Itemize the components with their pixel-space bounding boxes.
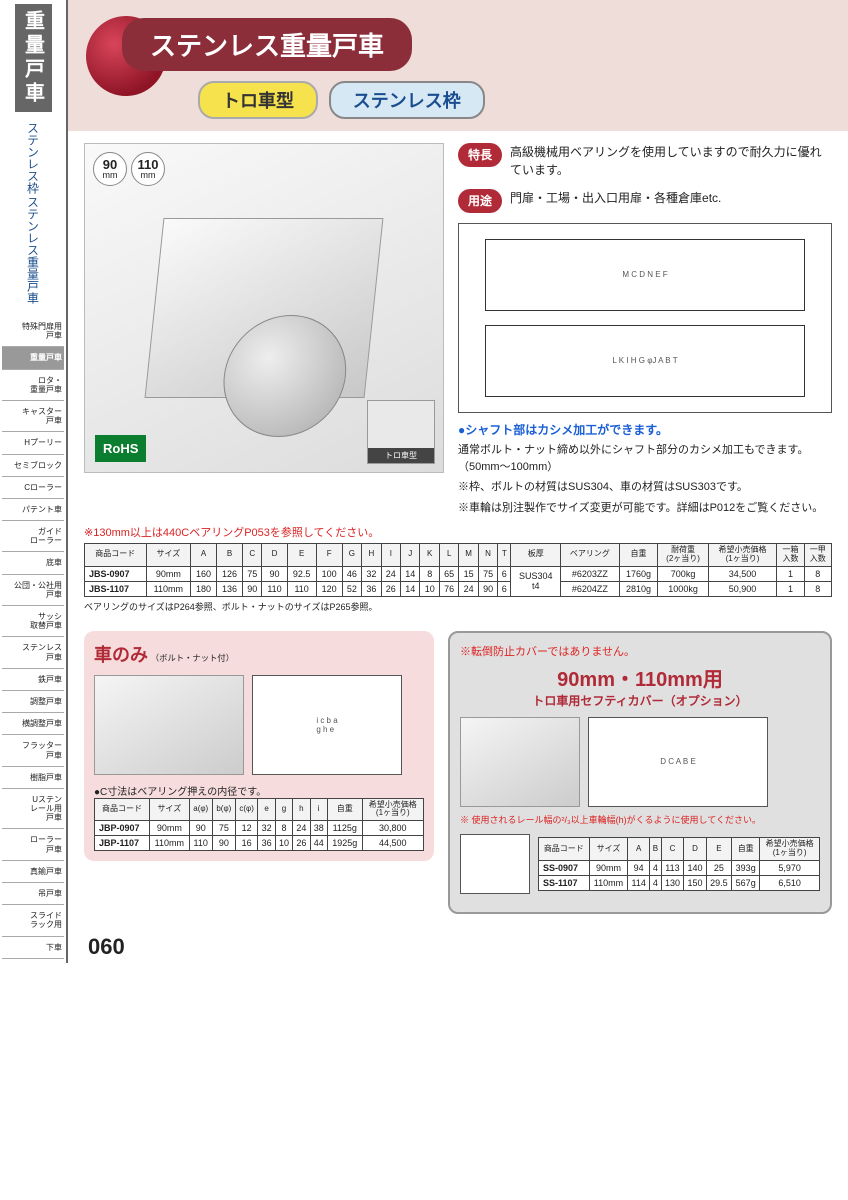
material-note: ※枠、ボルトの材質はSUS304、車の材質はSUS303です。 [458, 479, 832, 496]
custom-note: ※車輪は別注製作でサイズ変更が可能です。詳細はP012をご覧ください。 [458, 500, 832, 517]
sidebar-item[interactable]: Hプーリー [2, 432, 64, 454]
cover-subtitle: トロ車用セフティカバー（オプション） [460, 692, 820, 709]
sidebar-item[interactable]: 鉄戸車 [2, 669, 64, 691]
cover-photo [460, 717, 580, 807]
sidebar-item[interactable]: パテント車 [2, 499, 64, 521]
sidebar-item[interactable]: 重量戸車 [2, 347, 64, 369]
main: ステンレス重量戸車 トロ車型 ステンレス枠 90mm 110mm RoHS トロ… [68, 0, 848, 963]
product-photo: 90mm 110mm RoHS トロ車型 [84, 143, 444, 473]
technical-diagram: M C D N E F L K I H G φJ A B T [458, 223, 832, 413]
sidebar-item[interactable]: 真鍮戸車 [2, 861, 64, 883]
size-badge: 110mm [131, 152, 165, 186]
sidebar-item[interactable]: Uステンレール用戸車 [2, 789, 64, 830]
features: 特長 高級機械用ベアリングを使用していますので耐久力に優れています。 [458, 143, 832, 179]
sidebar-item[interactable]: 樹脂戸車 [2, 767, 64, 789]
wheel-only-panel: 車のみ （ボルト・ナット付） i c b ag h e ●C寸法はベアリング押え… [84, 631, 434, 862]
tag-type: トロ車型 [198, 81, 318, 119]
spec-table-cover: 商品コードサイズABCDE自重希望小売価格(1ヶ当り)SS-090790mm94… [538, 837, 820, 891]
sidebar-item[interactable]: スライドラック用 [2, 905, 64, 936]
wheel-only-photo [94, 675, 244, 775]
sidebar-item[interactable]: ロタ・重量戸車 [2, 370, 64, 401]
cover-warning: ※転倒防止カバーではありません。 [460, 643, 820, 659]
size-badges: 90mm 110mm [93, 152, 165, 186]
safety-cover-panel: ※転倒防止カバーではありません。 90mm・110mm用 トロ車用セフティカバー… [448, 631, 832, 915]
size-badge: 90mm [93, 152, 127, 186]
sidebar-item[interactable]: ステンレス戸車 [2, 637, 64, 668]
spec-table-wheel: 商品コードサイズa(φ)b(φ)c(φ)eghi自重希望小売価格(1ヶ当り)JB… [94, 798, 424, 852]
cover-diagram: D C A B E [588, 717, 768, 807]
wheel-only-diagram: i c b ag h e [252, 675, 402, 775]
sidebar: 重量戸車 ステンレス枠 ステンレス重量戸車 特殊門扉用戸車重量戸車ロタ・重量戸車… [0, 0, 68, 963]
wheel-illustration [145, 218, 384, 398]
bearing-ref-note: ※130mm以上は440CベアリングP053を参照してください。 [84, 524, 832, 540]
sidebar-nav: 特殊門扉用戸車重量戸車ロタ・重量戸車キャスター戸車HプーリーセミブロックCローラ… [2, 316, 64, 959]
hero: ステンレス重量戸車 トロ車型 ステンレス枠 [68, 0, 848, 131]
shaft-note: 通常ボルト・ナット締め以外にシャフト部分のカシメ加工もできます。（50mm～10… [458, 442, 832, 475]
sidebar-item[interactable]: 吊戸車 [2, 883, 64, 905]
sidebar-item[interactable]: 下車 [2, 937, 64, 959]
hero-tags: トロ車型 ステンレス枠 [198, 81, 828, 119]
sidebar-item[interactable]: キャスター戸車 [2, 401, 64, 432]
sidebar-item[interactable]: Cローラー [2, 477, 64, 499]
sidebar-item[interactable]: ガイドローラー [2, 521, 64, 552]
cover-title: 90mm・110mm用 [460, 663, 820, 692]
cover-usage-note: ※ 使用されるレール幅の²/₃以上車輪幅(h)がくるように使用してください。 [460, 815, 820, 827]
sidebar-item[interactable]: 特殊門扉用戸車 [2, 316, 64, 347]
page-title: ステンレス重量戸車 [122, 18, 412, 71]
sidebar-subtitle: ステンレス枠 ステンレス重量戸車 [25, 122, 42, 304]
uses: 用途 門扉・工場・出入口用扉・各種倉庫etc. [458, 189, 832, 213]
wheel-note: ●C寸法はベアリング押えの内径です。 [94, 783, 424, 798]
sidebar-item[interactable]: 調整戸車 [2, 691, 64, 713]
tag-frame: ステンレス枠 [329, 81, 485, 119]
cover-rail-diagram [460, 834, 530, 894]
shaft-title: ●シャフト部はカシメ加工ができます。 [458, 421, 832, 438]
rohs-badge: RoHS [95, 435, 146, 462]
sidebar-item[interactable]: 底車 [2, 552, 64, 574]
sidebar-item[interactable]: 横調整戸車 [2, 713, 64, 735]
sidebar-item[interactable]: ローラー戸車 [2, 829, 64, 860]
sidebar-item[interactable]: フラッター戸車 [2, 735, 64, 766]
sidebar-item[interactable]: 公団・公社用戸車 [2, 575, 64, 606]
sidebar-title: 重量戸車 [15, 4, 52, 112]
spec-table-main: 商品コードサイズABCDEFGHIJKLMNT板厚ベアリング自重耐荷重(2ヶ当り… [84, 543, 832, 597]
table-footnote: ベアリングのサイズはP264参照、ボルト・ナットのサイズはP265参照。 [84, 600, 832, 613]
sidebar-item[interactable]: セミブロック [2, 455, 64, 477]
page-number: 060 [68, 926, 848, 960]
sidebar-item[interactable]: サッシ取替戸車 [2, 606, 64, 637]
type-thumbnail: トロ車型 [367, 400, 435, 464]
